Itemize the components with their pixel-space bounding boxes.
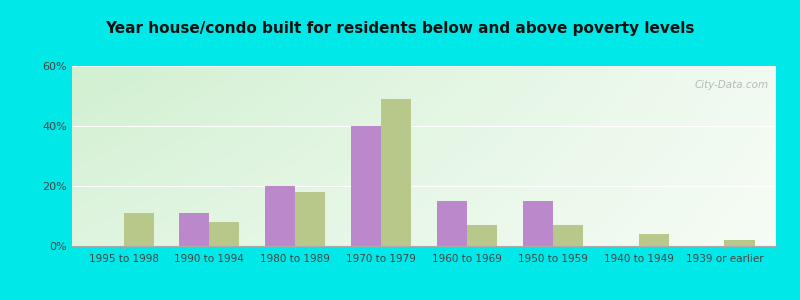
Bar bbox=[210, 222, 239, 246]
Bar bbox=[265, 186, 295, 246]
Text: City-Data.com: City-Data.com bbox=[695, 80, 769, 90]
Bar bbox=[638, 234, 669, 246]
Bar bbox=[437, 201, 467, 246]
Bar bbox=[467, 225, 497, 246]
Text: Year house/condo built for residents below and above poverty levels: Year house/condo built for residents bel… bbox=[106, 21, 694, 36]
Bar bbox=[381, 99, 411, 246]
Bar bbox=[123, 213, 154, 246]
Bar bbox=[179, 213, 210, 246]
Bar bbox=[351, 126, 381, 246]
Bar bbox=[553, 225, 583, 246]
Bar bbox=[522, 201, 553, 246]
Bar bbox=[295, 192, 326, 246]
Bar bbox=[725, 240, 754, 246]
